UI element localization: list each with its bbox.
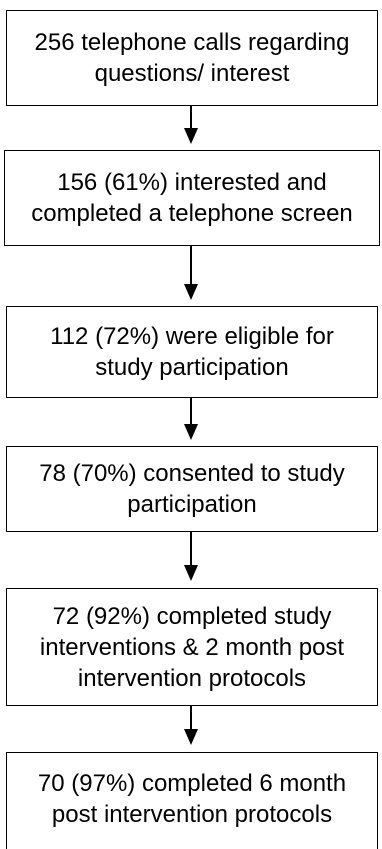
arrow-4-to-5 <box>184 532 198 581</box>
flow-step-3-eligible: 112 (72%) were eligible for study partic… <box>6 306 378 398</box>
flow-step-3-label: 112 (72%) were eligible for study partic… <box>50 323 334 381</box>
flow-step-2-label: 156 (61%) interested and completed a tel… <box>31 169 353 227</box>
flow-step-2-screened: 156 (61%) interested and completed a tel… <box>4 150 380 246</box>
flow-step-5-completed-2-month: 72 (92%) completed study interventions &… <box>6 588 378 706</box>
flow-step-4-consented: 78 (70%) consented to study participatio… <box>6 446 378 532</box>
flow-step-5-label: 72 (92%) completed study interventions &… <box>39 602 345 692</box>
arrow-1-to-2 <box>184 106 198 144</box>
arrow-3-to-4 <box>184 398 198 440</box>
arrow-2-to-3 <box>184 246 198 300</box>
flow-step-1-calls: 256 telephone calls regarding questions/… <box>6 10 378 106</box>
flow-step-1-label: 256 telephone calls regarding questions/… <box>34 29 350 87</box>
flow-step-6-label: 70 (97%) completed 6 month post interven… <box>37 770 347 828</box>
flow-step-4-label: 78 (70%) consented to study participatio… <box>39 460 345 518</box>
flow-step-6-completed-6-month: 70 (97%) completed 6 month post interven… <box>6 752 378 849</box>
arrow-5-to-6 <box>184 706 198 745</box>
